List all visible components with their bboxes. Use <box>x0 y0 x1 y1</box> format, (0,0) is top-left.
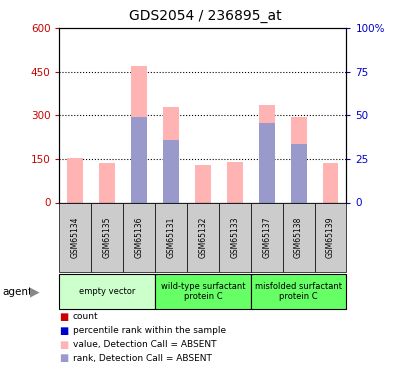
Text: GDS2054 / 236895_at: GDS2054 / 236895_at <box>128 9 281 23</box>
Text: GSM65138: GSM65138 <box>293 216 302 258</box>
Text: rank, Detection Call = ABSENT: rank, Detection Call = ABSENT <box>73 354 211 363</box>
Bar <box>131 66 147 203</box>
Bar <box>258 123 274 202</box>
Bar <box>163 140 179 202</box>
Bar <box>131 117 147 202</box>
Bar <box>290 117 306 202</box>
Text: GSM65139: GSM65139 <box>325 216 334 258</box>
Text: GSM65132: GSM65132 <box>198 216 207 258</box>
Text: GSM65131: GSM65131 <box>166 216 175 258</box>
Bar <box>67 158 83 203</box>
Bar <box>99 163 115 202</box>
Text: empty vector: empty vector <box>79 287 135 296</box>
Text: percentile rank within the sample: percentile rank within the sample <box>73 326 225 335</box>
Text: GSM65133: GSM65133 <box>230 216 239 258</box>
Text: value, Detection Call = ABSENT: value, Detection Call = ABSENT <box>73 340 216 349</box>
Bar <box>290 144 306 202</box>
Text: agent: agent <box>2 286 32 297</box>
Text: count: count <box>73 312 99 321</box>
Text: misfolded surfactant
protein C: misfolded surfactant protein C <box>254 282 341 301</box>
Text: GSM65136: GSM65136 <box>134 216 143 258</box>
Text: ▶: ▶ <box>29 285 39 298</box>
Text: GSM65134: GSM65134 <box>71 216 80 258</box>
Text: GSM65137: GSM65137 <box>262 216 271 258</box>
Text: wild-type surfactant
protein C: wild-type surfactant protein C <box>160 282 245 301</box>
Text: ■: ■ <box>59 354 69 363</box>
Bar <box>163 106 179 202</box>
Bar <box>195 165 210 202</box>
Text: ■: ■ <box>59 340 69 350</box>
Bar <box>258 105 274 202</box>
Bar <box>322 163 338 202</box>
Text: ■: ■ <box>59 326 69 336</box>
Text: ■: ■ <box>59 312 69 322</box>
Bar <box>226 162 242 202</box>
Text: GSM65135: GSM65135 <box>103 216 112 258</box>
